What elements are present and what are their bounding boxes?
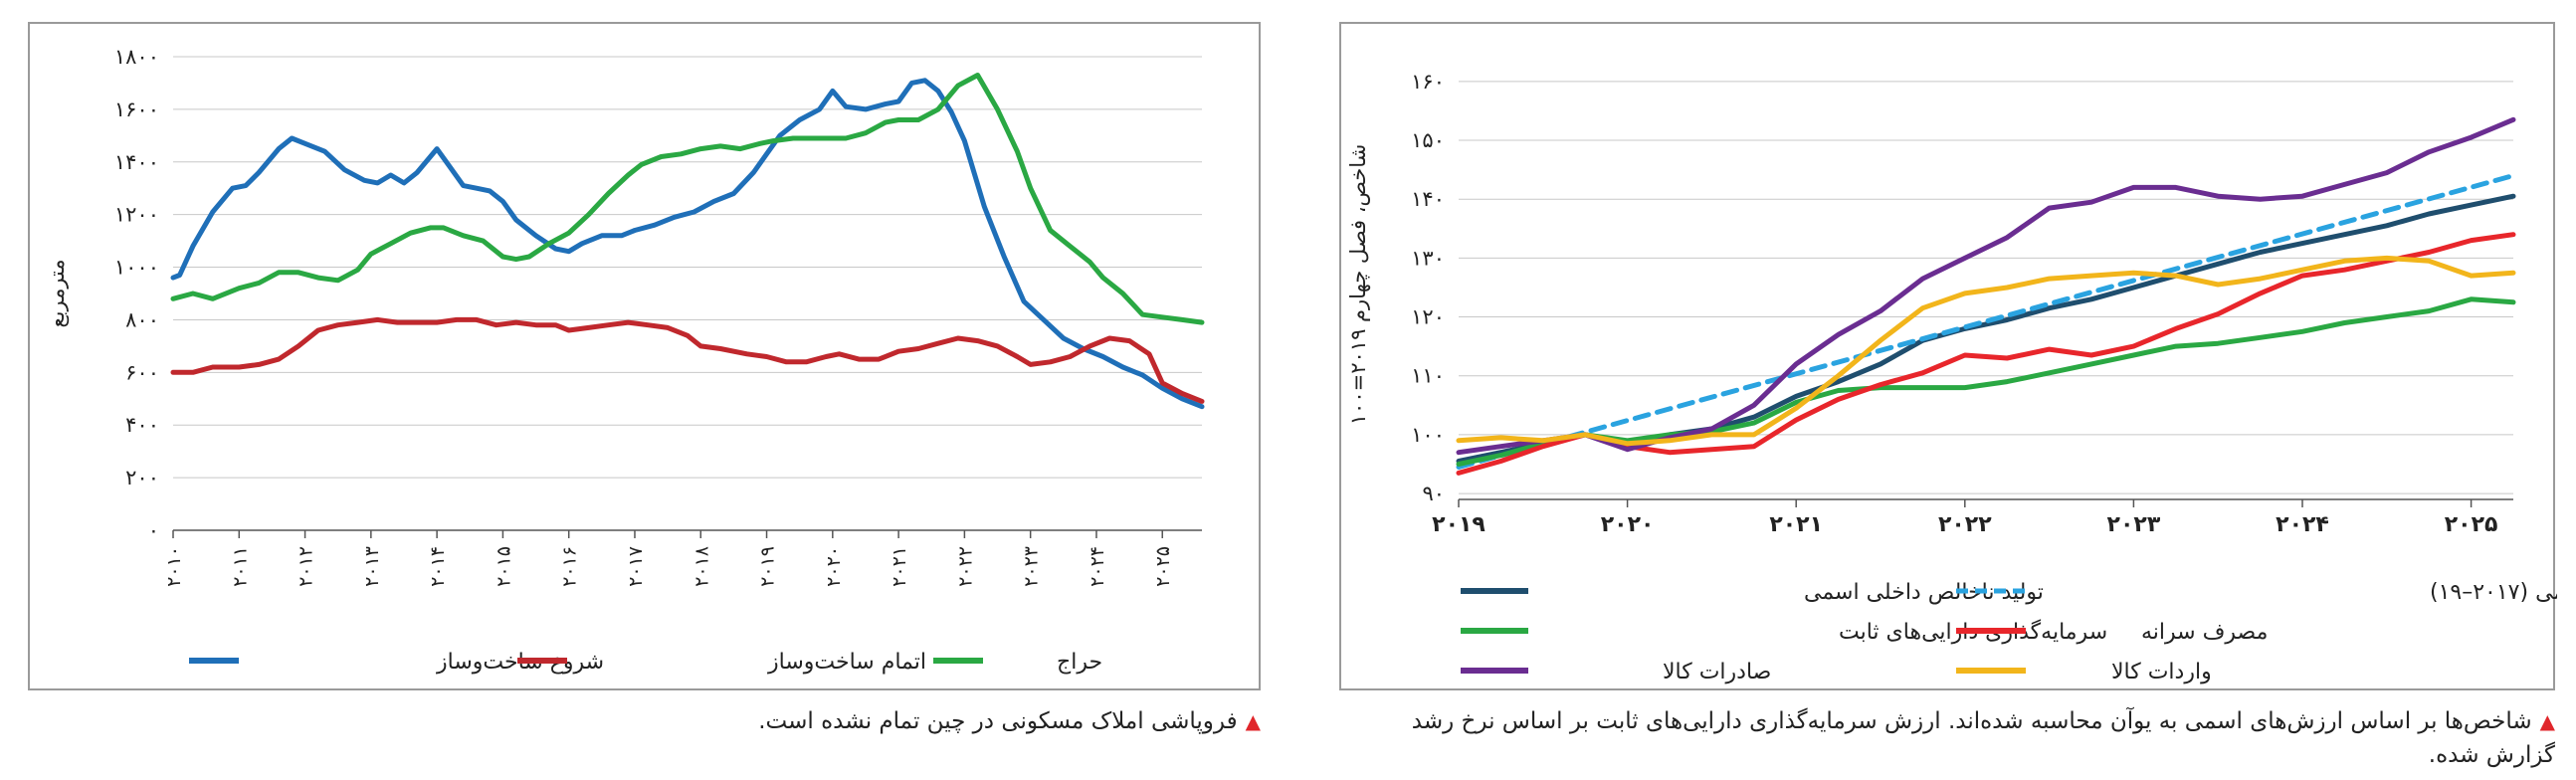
y-axis-title: شاخص، فصل چهارم ۲۰۱۹=۱۰۰ <box>1346 144 1370 425</box>
legend-label-5: واردات کالا <box>2111 660 2212 684</box>
x-tick-label: ۲۰۲۲ <box>1938 512 1992 537</box>
x-tick-label: ۲۰۱۷ <box>625 546 647 587</box>
x-tick-label: ۲۰۱۹ <box>757 546 779 587</box>
x-tick-label: ۲۰۱۶ <box>559 546 581 587</box>
caption-right-text: شاخص‌ها بر اساس ارزش‌های اسمی به یوآن مح… <box>1411 708 2555 768</box>
x-tick-label: ۲۰۲۵ <box>1152 546 1174 587</box>
y-tick-label: ۱۲۰۰ <box>114 203 159 227</box>
x-tick-label: ۲۰۲۰ <box>823 546 845 587</box>
y-tick-label: ۱۲۰ <box>1411 305 1445 329</box>
x-tick-label: ۲۰۱۳ <box>361 546 383 587</box>
legend-label-1: اتمام ساخت‌وساز <box>767 650 926 675</box>
y-tick-label: ۱۰۰ <box>1411 423 1445 447</box>
series-line-2 <box>170 73 1205 325</box>
x-tick-label: ۲۰۲۴ <box>1087 546 1108 587</box>
y-tick-label: ۲۰۰ <box>125 466 159 489</box>
triangle-icon: ▲ <box>1245 709 1261 733</box>
y-tick-label: ۱۵۰ <box>1411 128 1445 152</box>
x-tick-label: ۲۰۱۹ <box>1432 512 1486 537</box>
triangle-icon: ▲ <box>2539 709 2555 733</box>
series-line-2 <box>1456 296 2516 467</box>
y-tick-label: ۶۰۰ <box>125 360 159 384</box>
chart-indices: ۹۰ ۱۰۰ ۱۱۰ ۱۲۰ ۱۳۰ ۱۴۰ ۱۵۰ ۱۶۰ ۲۰۱۹ ۲۰۲۰ ۲۰۲۱ ۲۰۲۲ ۲… <box>1346 70 2557 684</box>
x-tick-label: ۲۰۱۴ <box>427 546 449 587</box>
x-tick-label: ۲۰۲۴ <box>2276 512 2329 537</box>
legend-label-4: صادرات کالا <box>1663 660 1771 684</box>
x-tick-label: ۲۰۲۱ <box>889 546 910 587</box>
series-line-4 <box>1456 116 2516 456</box>
legend-label-3: مصرف سرانه <box>2141 620 2268 645</box>
legend-label-0: تولید ناخالص داخلی اسمی <box>1804 580 2044 605</box>
y-tick-label: ۹۰ <box>1422 482 1445 505</box>
x-tick-label: ۲۰۱۰ <box>163 546 185 587</box>
series-line-1 <box>170 316 1205 404</box>
y-axis-title: مترمربع <box>45 259 69 327</box>
y-tick-label: ۱۱۰ <box>1411 364 1445 388</box>
y-tick-label: ۴۰۰ <box>125 413 159 437</box>
x-tick-label: ۲۰۲۱ <box>1769 512 1823 537</box>
x-tick-label: ۲۰۲۳ <box>1021 546 1043 587</box>
series-line-0 <box>170 78 1205 410</box>
y-tick-label: ۱۳۰ <box>1411 246 1445 270</box>
x-tick-label: ۲۰۲۳ <box>2107 512 2161 537</box>
y-tick-label: ۱۰۰۰ <box>114 256 159 280</box>
y-tick-label: ۱۶۰۰ <box>114 98 159 121</box>
x-tick-label: ۲۰۲۵ <box>2445 512 2498 537</box>
y-tick-label: ۸۰۰ <box>125 307 159 331</box>
caption-left: ▲ فروپاشی املاک مسکونی در چین تمام نشده ا… <box>28 704 1261 738</box>
y-tick-label: ۱۶۰ <box>1411 70 1445 94</box>
x-tick-label: ۲۰۱۵ <box>493 546 514 587</box>
chart-panel-floor-space: ۰ ۲۰۰ ۴۰۰ ۶۰۰ ۸۰۰ ۱۰۰۰ ۱۲۰۰ ۱۴۰۰ ۱۶۰۰ ۱۸۰۰ ۲۰۱۰ ۲۰۱… <box>28 22 1261 690</box>
x-tick-label: ۲۰۱۱ <box>229 546 251 587</box>
chart-floor-space: ۰ ۲۰۰ ۴۰۰ ۶۰۰ ۸۰۰ ۱۰۰۰ ۱۲۰۰ ۱۴۰۰ ۱۶۰۰ ۱۸۰۰ ۲۰۱۰ ۲۰۱… <box>45 45 1205 675</box>
y-tick-label: ۰ <box>148 518 159 542</box>
caption-left-text: فروپاشی املاک مسکونی در چین تمام نشده اس… <box>758 708 1238 734</box>
legend-label-2: حراج <box>1057 650 1102 675</box>
legend-label-1: تولید ناخالص داخلی اسمی (۲۰۱۷–۱۹) <box>2430 580 2557 605</box>
series-line-1 <box>1456 173 2516 470</box>
chart-panel-indices: ۹۰ ۱۰۰ ۱۱۰ ۱۲۰ ۱۳۰ ۱۴۰ ۱۵۰ ۱۶۰ ۲۰۱۹ ۲۰۲۰ ۲۰۲۱ ۲۰۲۲ ۲… <box>1339 22 2557 690</box>
y-tick-label: ۱۴۰ <box>1411 187 1445 211</box>
x-tick-label: ۲۰۲۲ <box>954 546 976 587</box>
x-tick-label: ۲۰۱۲ <box>296 546 317 587</box>
x-tick-label: ۲۰۱۸ <box>691 546 712 587</box>
series-line-5 <box>1456 255 2516 447</box>
x-tick-label: ۲۰۲۰ <box>1601 512 1655 537</box>
y-tick-label: ۱۸۰۰ <box>114 45 159 69</box>
caption-right: ▲شاخص‌ها بر اساس ارزش‌های اسمی به یوآن م… <box>1339 704 2555 772</box>
y-tick-label: ۱۴۰۰ <box>114 150 159 174</box>
